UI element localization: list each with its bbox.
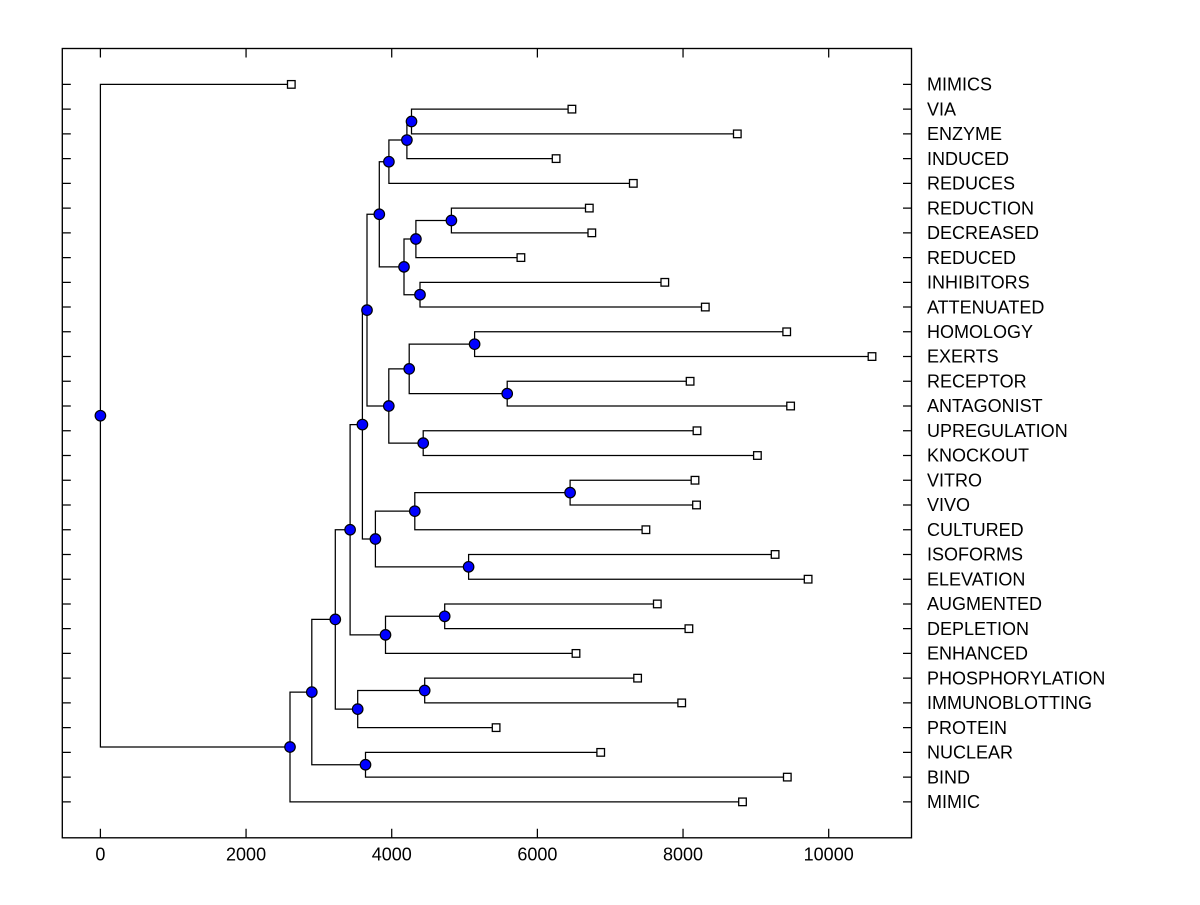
svg-text:REDUCTION: REDUCTION — [927, 198, 1034, 218]
svg-text:CULTURED: CULTURED — [927, 520, 1024, 540]
svg-text:IMMUNOBLOTTING: IMMUNOBLOTTING — [927, 693, 1092, 713]
svg-text:BIND: BIND — [927, 767, 970, 787]
svg-text:DEPLETION: DEPLETION — [927, 619, 1029, 639]
svg-text:VIA: VIA — [927, 99, 956, 119]
svg-text:ATTENUATED: ATTENUATED — [927, 297, 1044, 317]
svg-text:ELEVATION: ELEVATION — [927, 569, 1025, 589]
svg-text:REDUCED: REDUCED — [927, 248, 1016, 268]
svg-text:VITRO: VITRO — [927, 470, 982, 490]
svg-text:PHOSPHORYLATION: PHOSPHORYLATION — [927, 668, 1105, 688]
svg-text:ANTAGONIST: ANTAGONIST — [927, 396, 1043, 416]
svg-text:HOMOLOGY: HOMOLOGY — [927, 322, 1033, 342]
svg-text:AUGMENTED: AUGMENTED — [927, 594, 1042, 614]
svg-text:EXERTS: EXERTS — [927, 347, 999, 367]
svg-text:0: 0 — [95, 845, 105, 865]
svg-text:4000: 4000 — [372, 845, 412, 865]
svg-text:NUCLEAR: NUCLEAR — [927, 743, 1013, 763]
svg-text:8000: 8000 — [663, 845, 703, 865]
svg-text:INDUCED: INDUCED — [927, 149, 1009, 169]
svg-text:RECEPTOR: RECEPTOR — [927, 371, 1027, 391]
svg-text:10000: 10000 — [804, 845, 854, 865]
svg-text:2000: 2000 — [226, 845, 266, 865]
svg-text:MIMIC: MIMIC — [927, 792, 980, 812]
svg-text:6000: 6000 — [517, 845, 557, 865]
svg-text:MIMICS: MIMICS — [927, 75, 992, 95]
svg-text:UPREGULATION: UPREGULATION — [927, 421, 1068, 441]
svg-text:KNOCKOUT: KNOCKOUT — [927, 446, 1029, 466]
svg-text:PROTEIN: PROTEIN — [927, 718, 1007, 738]
svg-text:ENHANCED: ENHANCED — [927, 644, 1028, 664]
svg-text:REDUCES: REDUCES — [927, 174, 1015, 194]
svg-text:INHIBITORS: INHIBITORS — [927, 273, 1030, 293]
svg-text:DECREASED: DECREASED — [927, 223, 1039, 243]
svg-text:ENZYME: ENZYME — [927, 124, 1002, 144]
svg-text:VIVO: VIVO — [927, 495, 970, 515]
svg-text:ISOFORMS: ISOFORMS — [927, 545, 1023, 565]
